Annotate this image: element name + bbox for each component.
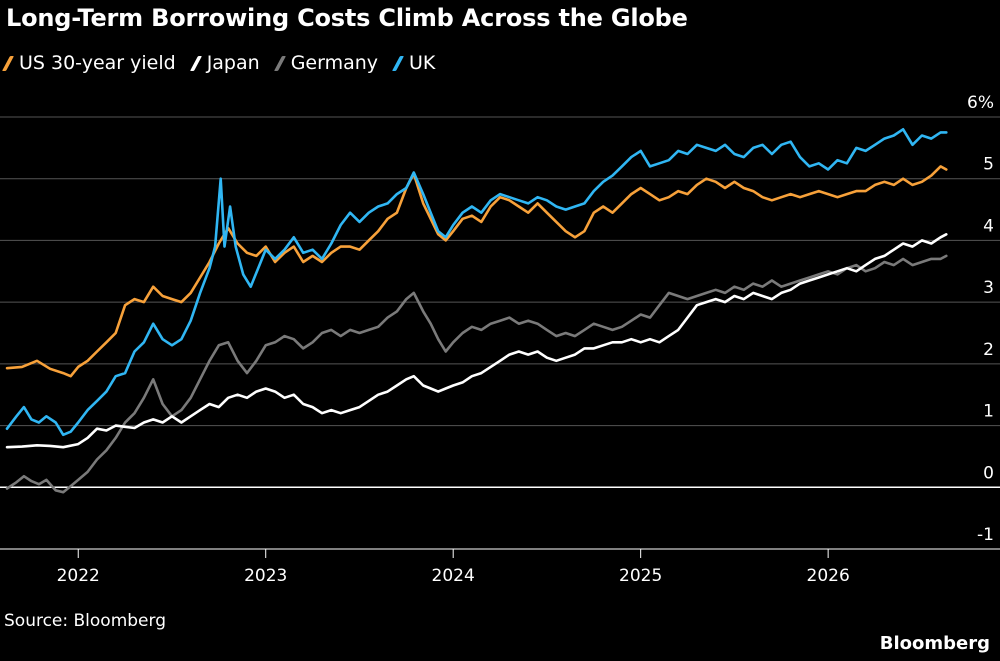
legend-item-germany: Germany [273,52,379,74]
y-axis-labels: -1 0 1 2 3 4 5 6% [967,93,994,545]
x-axis: 2022 2023 2024 2025 2026 [0,548,1000,586]
x-tick-label: 2023 [244,566,287,586]
series-line-japan [5,233,948,449]
legend-item-japan: Japan [189,52,260,74]
legend-item-us: US 30-year yield [2,52,176,74]
chart-title: Long-Term Borrowing Costs Climb Across t… [6,4,688,32]
y-tick-label: -1 [977,525,994,545]
legend: US 30-year yield Japan Germany UK [2,52,453,74]
y-tick-label: 3 [983,278,994,298]
y-tick-label: 0 [983,463,994,483]
legend-label-uk: UK [409,52,436,74]
line-chart: -1 0 1 2 3 4 5 6% 2022 2023 2024 2025 2026 [0,93,1000,586]
x-tick-label: 2024 [432,566,475,586]
x-tick-label: 2022 [57,566,100,586]
legend-item-uk: UK [392,52,436,74]
series-line-us-30-year-yield [5,165,948,378]
x-tick-label: 2025 [619,566,662,586]
y-tick-label: 1 [983,402,994,422]
bloomberg-logo: Bloomberg [879,633,990,654]
legend-label-japan: Japan [206,52,260,74]
x-tick-label: 2026 [807,566,850,586]
legend-label-germany: Germany [290,52,379,74]
legend-label-us: US 30-year yield [19,52,176,74]
series-line-germany [5,254,948,494]
y-tick-label: 4 [983,216,994,236]
series-line-uk [5,128,948,437]
source-note: Source: Bloomberg [4,611,166,631]
series-lines [5,128,948,494]
y-tick-label: 5 [983,155,994,175]
y-tick-label: 2 [983,340,994,360]
y-tick-label: 6% [967,93,994,113]
